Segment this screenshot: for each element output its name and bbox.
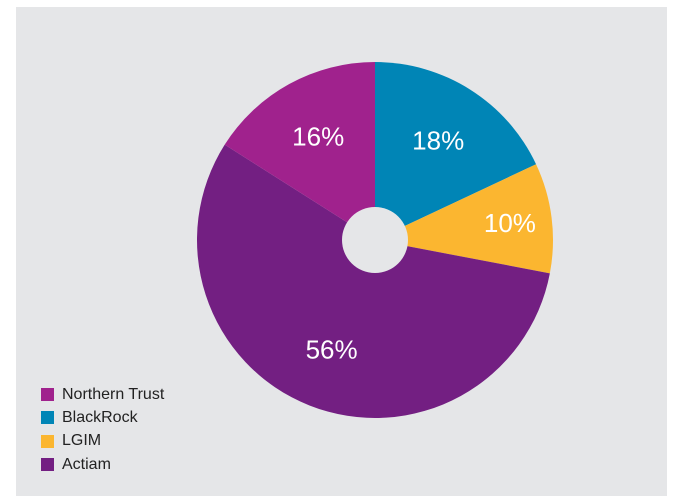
legend-label: Northern Trust xyxy=(62,385,165,403)
legend-swatch xyxy=(41,434,54,448)
legend-label: LGIM xyxy=(62,432,102,450)
legend: Northern Trust BlackRock LGIM Actiam xyxy=(41,383,164,476)
pie-chart: 18% 10% 56% 16% xyxy=(197,62,554,418)
legend-label: BlackRock xyxy=(62,408,138,426)
slice-label-blackrock: 18% xyxy=(412,125,464,155)
pie-slice-lgim xyxy=(375,164,554,274)
legend-item-northern-trust: Northern Trust xyxy=(41,383,164,406)
legend-label: Actiam xyxy=(62,455,111,473)
legend-item-lgim: LGIM xyxy=(41,430,164,453)
chart-panel: 18% 10% 56% 16% Northern Trust BlackRock LGIM… xyxy=(16,7,667,496)
pie-slice-blackrock xyxy=(375,62,537,240)
slice-label-northern-trust: 16% xyxy=(292,122,344,152)
donut-hole xyxy=(342,207,408,273)
legend-item-blackrock: BlackRock xyxy=(41,406,164,429)
slice-label-lgim: 10% xyxy=(484,208,536,238)
slice-label-actiam: 56% xyxy=(306,335,358,365)
legend-item-actiam: Actiam xyxy=(41,453,164,476)
pie-slice-actiam xyxy=(197,144,550,418)
pie-slice-northern-trust xyxy=(224,62,375,240)
legend-swatch xyxy=(41,388,54,402)
legend-swatch xyxy=(41,458,54,472)
legend-swatch xyxy=(41,411,54,425)
